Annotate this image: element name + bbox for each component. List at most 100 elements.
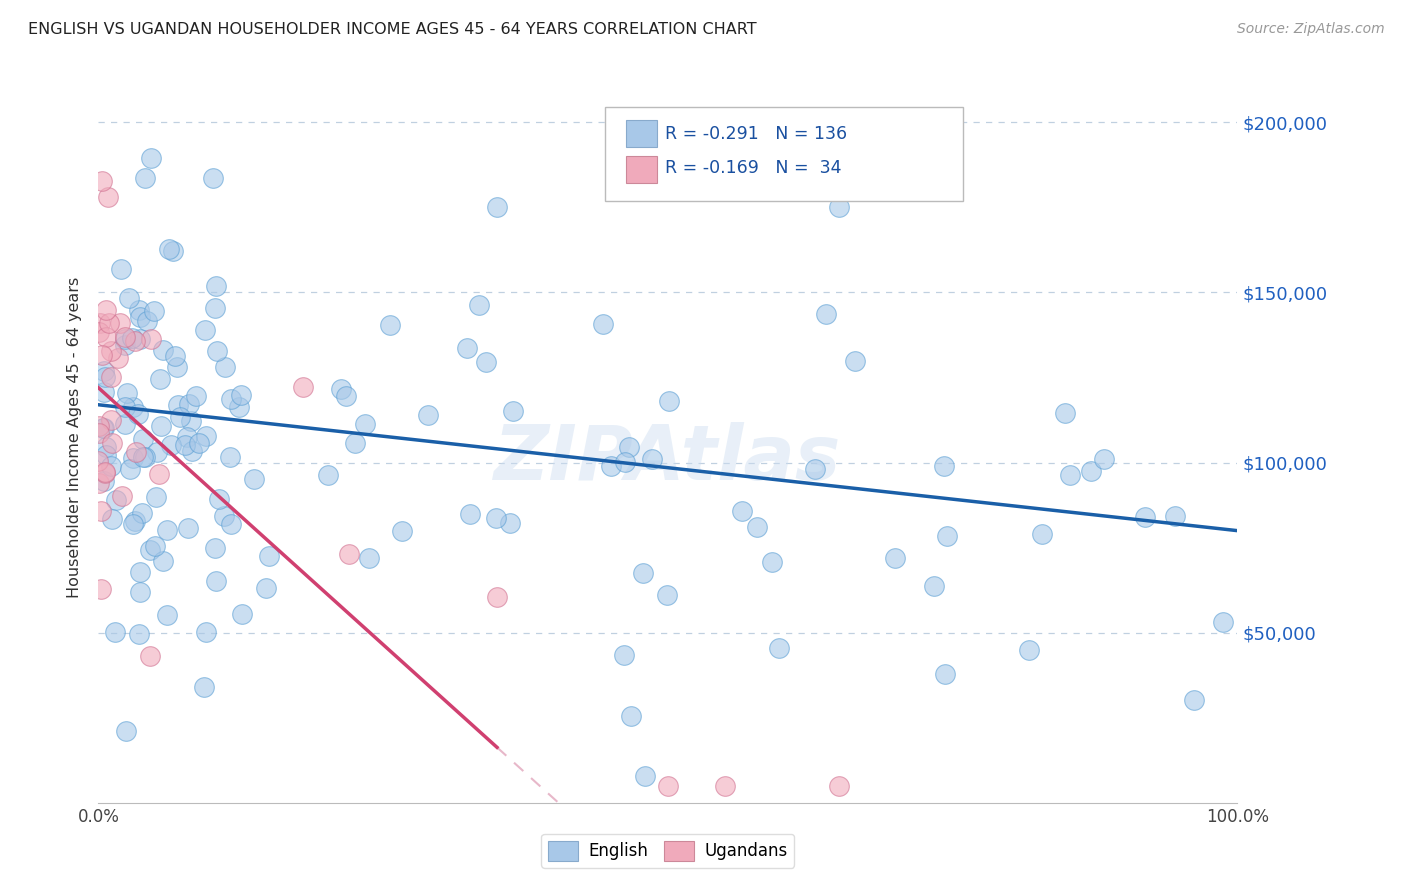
Point <box>122 450 145 465</box>
Point <box>101 512 124 526</box>
Point <box>139 648 162 663</box>
Point <box>177 397 200 411</box>
Text: Source: ZipAtlas.com: Source: ZipAtlas.com <box>1237 22 1385 37</box>
Point <box>330 382 353 396</box>
Point <box>100 413 122 427</box>
Text: R = -0.169   N =  34: R = -0.169 N = 34 <box>665 159 842 177</box>
Point <box>87 425 110 440</box>
Point <box>747 520 769 534</box>
Point <box>474 355 496 369</box>
Point <box>93 364 115 378</box>
Point <box>613 648 636 663</box>
Text: R = -0.291   N = 136: R = -0.291 N = 136 <box>665 125 848 143</box>
Point <box>922 579 945 593</box>
Point <box>814 307 837 321</box>
Point <box>229 388 252 402</box>
Point <box>108 316 131 330</box>
Point <box>254 581 277 595</box>
Point <box>219 392 242 407</box>
Point <box>187 435 209 450</box>
Point <box>205 279 228 293</box>
Point <box>205 344 228 359</box>
Point <box>1182 693 1205 707</box>
Point <box>828 779 851 793</box>
Point <box>655 588 678 602</box>
Point <box>1054 406 1077 420</box>
Point <box>146 445 169 459</box>
Point <box>114 330 136 344</box>
Point <box>98 316 121 330</box>
Point <box>177 521 200 535</box>
Point <box>105 493 128 508</box>
Point <box>131 506 153 520</box>
Point <box>91 174 114 188</box>
Point <box>641 451 664 466</box>
Point <box>89 317 111 331</box>
Point <box>657 779 679 793</box>
Point <box>118 462 141 476</box>
Point <box>485 511 508 525</box>
Point <box>613 454 636 468</box>
Point <box>166 360 188 375</box>
Point <box>114 337 136 351</box>
Point <box>94 466 117 480</box>
Point <box>100 344 122 359</box>
Point <box>128 565 150 579</box>
Point <box>936 528 959 542</box>
Point <box>1135 509 1157 524</box>
Point <box>193 681 215 695</box>
Point <box>96 302 118 317</box>
Point <box>94 448 117 462</box>
Point <box>124 334 146 349</box>
Point <box>93 385 115 400</box>
Legend: English, Ugandans: English, Ugandans <box>541 834 794 868</box>
Point <box>204 541 226 555</box>
Point <box>354 417 377 431</box>
Point <box>219 450 242 464</box>
Point <box>152 343 174 357</box>
Point <box>180 444 202 458</box>
Point <box>335 389 357 403</box>
Point <box>90 504 112 518</box>
Point <box>599 458 621 473</box>
Point <box>129 332 152 346</box>
Point <box>128 310 150 324</box>
Point <box>761 555 783 569</box>
Point <box>174 438 197 452</box>
Point <box>128 627 150 641</box>
Point <box>87 454 110 468</box>
Point <box>391 524 413 539</box>
Point <box>292 380 315 394</box>
Point <box>132 432 155 446</box>
Point <box>844 354 866 368</box>
Point <box>165 349 187 363</box>
Point <box>714 779 737 793</box>
Point <box>94 369 117 384</box>
Point <box>184 389 207 403</box>
Point <box>93 474 115 488</box>
Point <box>114 417 136 432</box>
Point <box>214 359 236 374</box>
Point <box>104 624 127 639</box>
Point <box>128 303 150 318</box>
Point <box>156 523 179 537</box>
Point <box>1080 464 1102 478</box>
Point <box>135 313 157 327</box>
Point <box>134 170 156 185</box>
Text: ZIPAtlas: ZIPAtlas <box>494 422 842 496</box>
Point <box>107 351 129 365</box>
Point <box>194 323 217 337</box>
Point <box>115 386 138 401</box>
Point <box>934 459 956 474</box>
Point <box>143 539 166 553</box>
Point <box>620 709 643 723</box>
Point <box>132 450 155 464</box>
Point <box>139 151 162 165</box>
Point <box>124 514 146 528</box>
Point <box>148 467 170 482</box>
Point <box>149 418 172 433</box>
Point <box>883 551 905 566</box>
Point <box>228 401 250 415</box>
Point <box>149 372 172 386</box>
Point <box>100 370 122 384</box>
